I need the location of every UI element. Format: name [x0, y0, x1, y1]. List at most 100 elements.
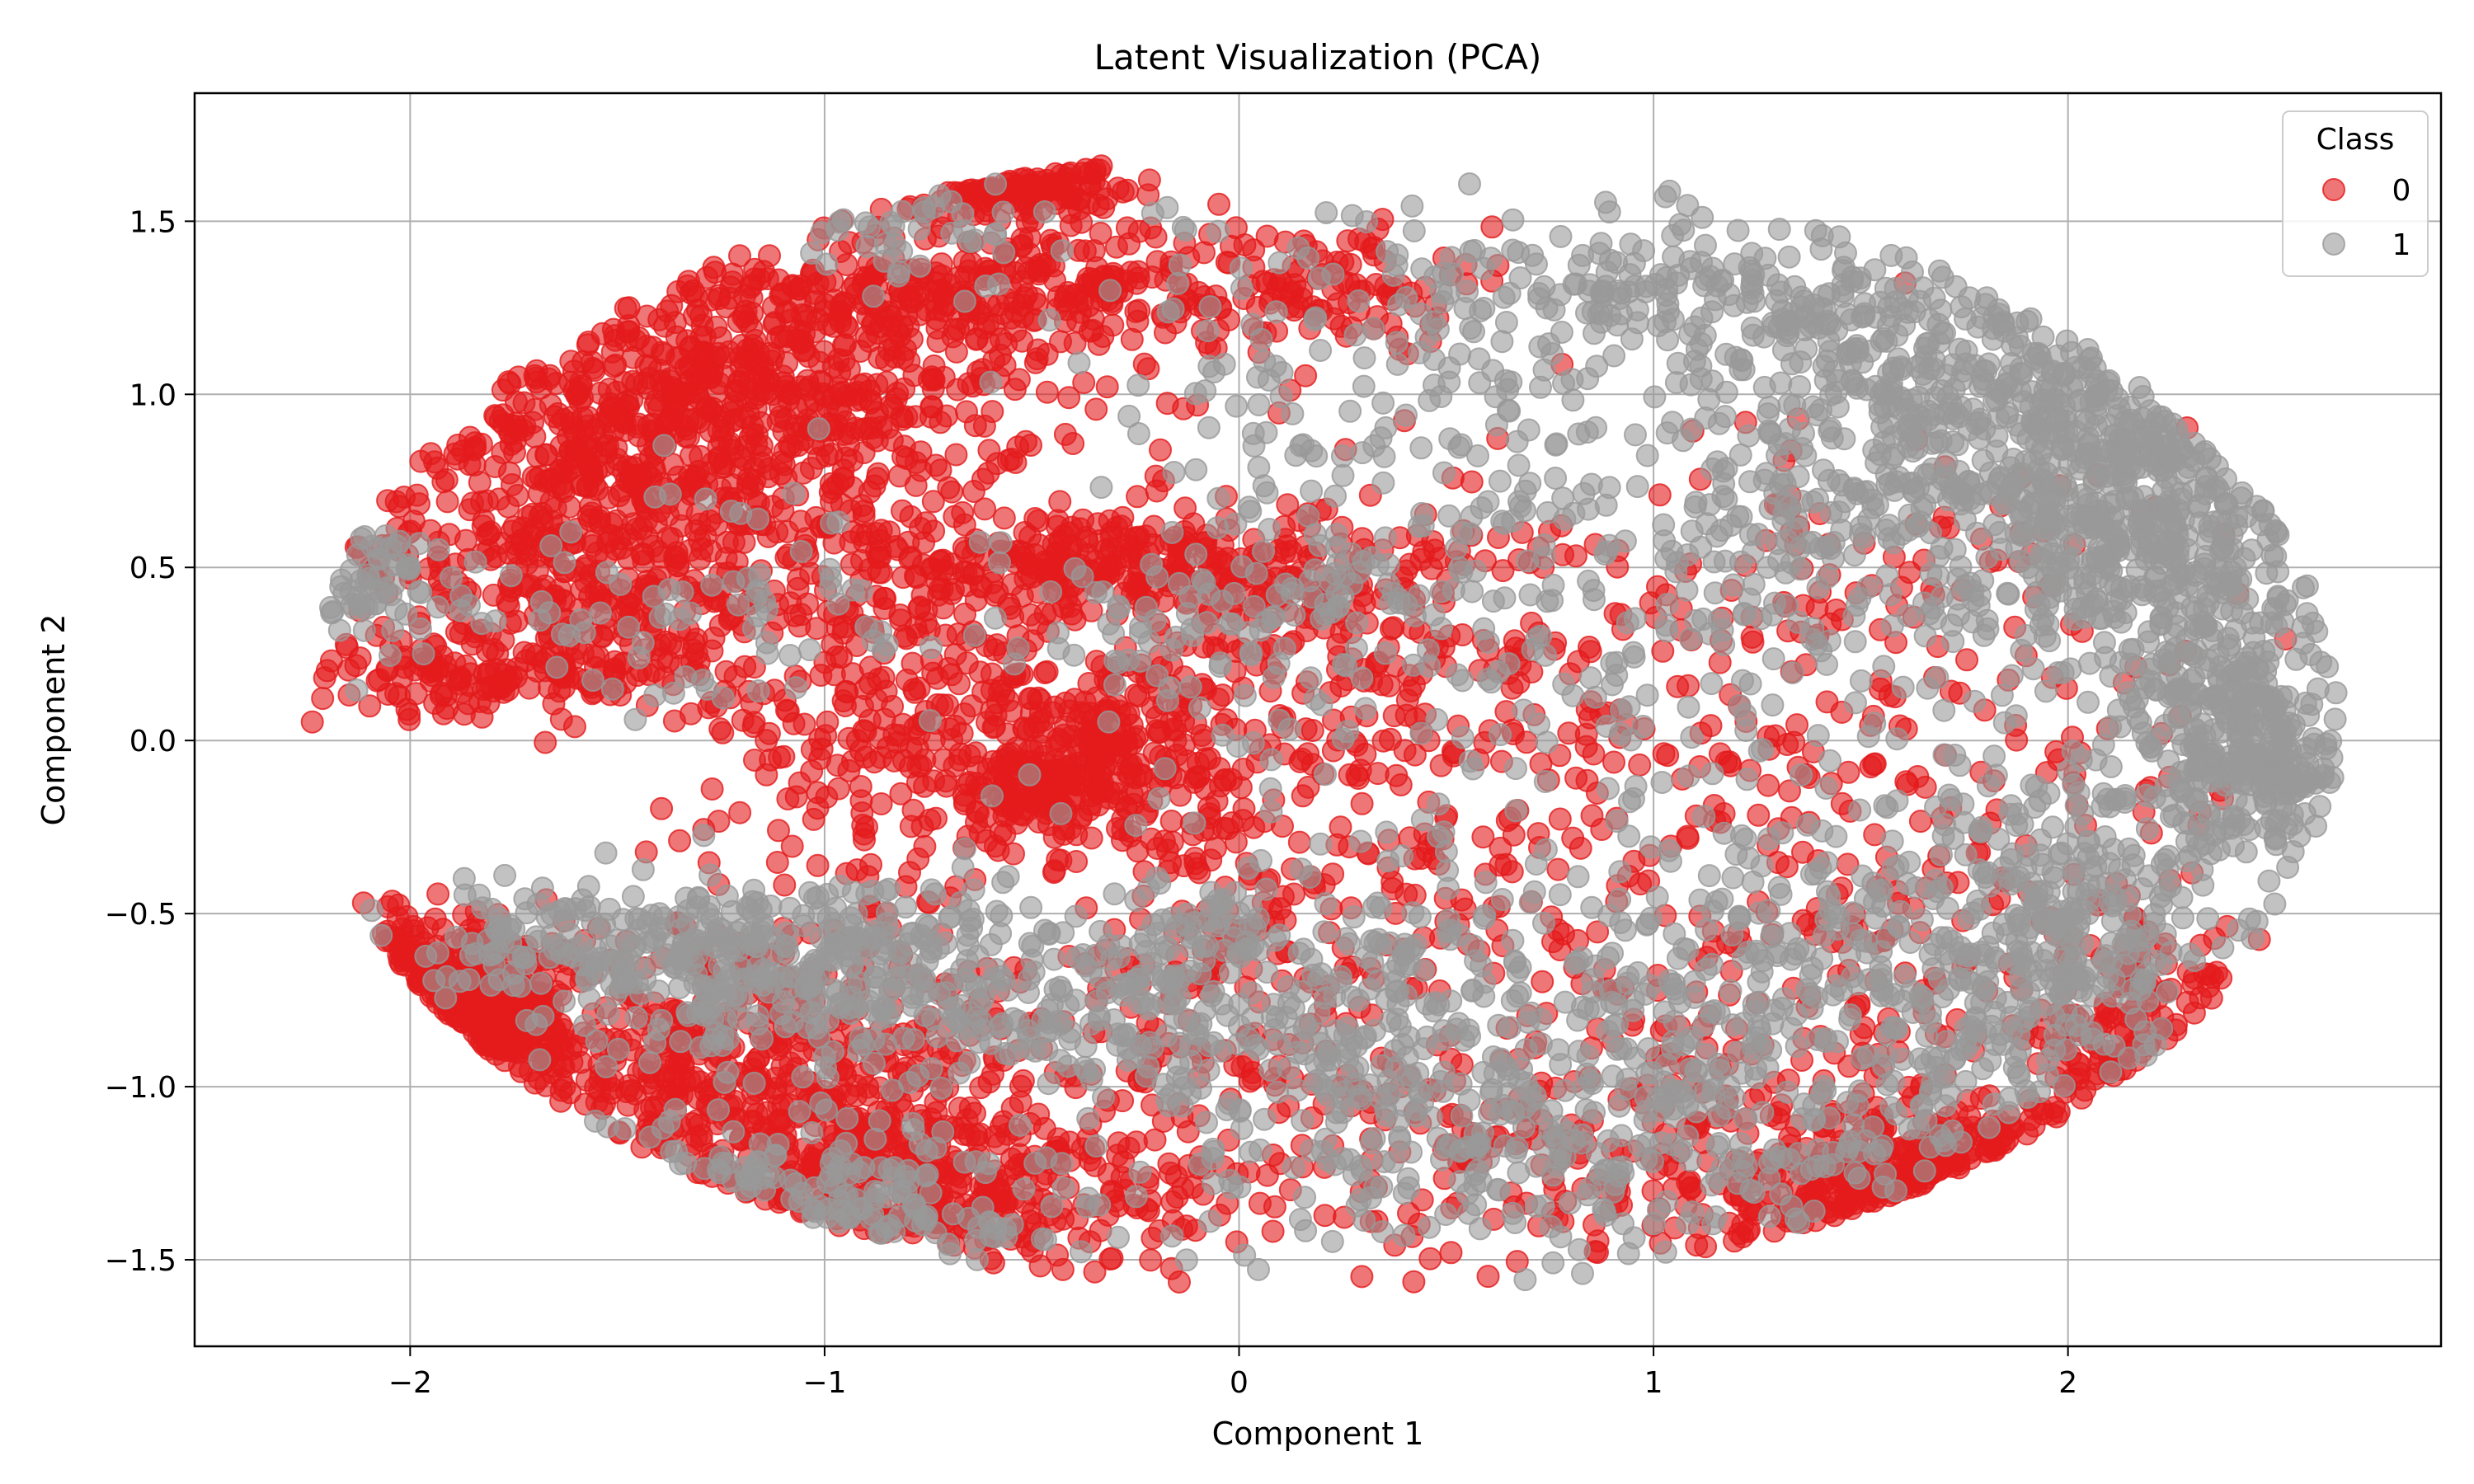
data-point-class-0 [886, 538, 910, 561]
data-point-class-0 [854, 677, 877, 701]
data-point-class-0 [488, 673, 512, 697]
data-point-class-0 [662, 709, 686, 733]
data-point-class-0 [1666, 674, 1690, 698]
data-point-class-0 [1087, 332, 1111, 356]
data-point-class-0 [683, 1066, 706, 1089]
data-point-class-0 [376, 683, 400, 706]
data-point-class-0 [788, 771, 811, 795]
data-point-class-0 [658, 369, 682, 392]
data-point-class-0 [960, 694, 984, 718]
data-point-class-0 [982, 349, 1006, 373]
data-point-class-0 [1350, 1265, 1374, 1289]
data-point-class-0 [393, 953, 417, 977]
data-point-class-0 [742, 711, 766, 735]
data-point-class-0 [943, 317, 967, 341]
data-point-class-0 [695, 342, 719, 366]
data-point-class-0 [1480, 215, 1504, 239]
data-point-class-0 [821, 632, 844, 656]
data-point-class-0 [878, 314, 902, 338]
data-point-class-0 [1377, 674, 1401, 697]
data-point-class-0 [975, 829, 999, 852]
data-point-class-0 [1651, 639, 1675, 663]
data-point-class-0 [1086, 512, 1110, 536]
data-point-class-0 [728, 801, 752, 824]
data-point-class-0 [574, 554, 598, 578]
data-point-class-0 [789, 1041, 813, 1065]
data-point-class-0 [733, 655, 757, 679]
data-point-class-0 [1371, 729, 1395, 753]
data-point-class-0 [806, 853, 830, 877]
data-point-class-0 [987, 1132, 1011, 1156]
data-point-class-0 [1336, 229, 1360, 253]
data-point-class-0 [844, 1084, 868, 1108]
data-point-class-0 [889, 782, 913, 805]
data-point-class-0 [858, 480, 882, 504]
data-point-class-0 [748, 268, 772, 291]
data-point-class-0 [554, 967, 578, 991]
data-point-class-0 [674, 425, 698, 448]
data-point-class-0 [849, 340, 872, 363]
data-point-class-0 [1011, 1068, 1035, 1092]
data-point-class-0 [782, 711, 806, 735]
data-point-class-0 [496, 370, 520, 394]
data-point-class-0 [698, 509, 722, 533]
data-point-class-0 [549, 458, 573, 482]
data-point-class-0 [1060, 602, 1084, 626]
data-point-class-0 [576, 474, 600, 498]
data-point-class-0 [1648, 483, 1672, 507]
data-point-class-0 [821, 314, 845, 338]
data-point-class-0 [865, 429, 889, 453]
data-point-class-0 [1084, 397, 1108, 421]
data-point-class-0 [632, 542, 656, 566]
data-point-class-0 [1155, 392, 1179, 416]
data-point-class-0 [913, 834, 937, 858]
data-point-class-0 [1109, 514, 1133, 538]
data-point-class-0 [1741, 630, 1765, 654]
data-point-class-0 [443, 442, 467, 466]
data-point-class-0 [1602, 750, 1625, 774]
data-point-class-0 [491, 403, 515, 427]
data-point-class-0 [1014, 256, 1037, 279]
data-point-class-0 [935, 404, 958, 428]
data-point-class-0 [444, 620, 468, 644]
data-point-class-0 [908, 303, 932, 326]
data-point-class-0 [1574, 735, 1598, 758]
data-points [300, 154, 2348, 1294]
data-point-class-0 [741, 415, 764, 438]
data-point-class-0 [1676, 826, 1700, 850]
data-point-class-0 [1190, 724, 1214, 747]
data-point-class-0 [604, 436, 628, 460]
data-point-class-0 [569, 1050, 593, 1074]
data-point-class-0 [708, 717, 732, 741]
data-point-class-0 [722, 530, 745, 554]
data-point-class-0 [964, 588, 988, 612]
data-point-class-0 [426, 882, 450, 906]
data-point-class-0 [686, 1087, 710, 1111]
data-point-class-0 [542, 692, 566, 716]
data-point-class-0 [578, 495, 602, 519]
data-point-class-0 [1092, 745, 1116, 769]
data-point-class-0 [681, 279, 705, 303]
data-point-class-0 [902, 678, 926, 702]
data-point-class-0 [1089, 154, 1113, 178]
data-point-class-0 [736, 472, 760, 495]
data-point-class-0 [1020, 565, 1044, 589]
data-point-class-0 [921, 367, 945, 391]
data-point-class-0 [636, 377, 660, 400]
data-point-class-0 [743, 749, 766, 772]
data-point-class-0 [474, 1014, 498, 1038]
data-point-class-0 [653, 412, 677, 436]
data-point-class-0 [875, 370, 899, 394]
data-point-class-0 [1042, 175, 1065, 199]
data-point-class-0 [454, 528, 477, 552]
data-point-class-0 [497, 461, 521, 485]
data-point-class-0 [950, 1116, 973, 1140]
data-point-class-0 [537, 367, 561, 391]
data-point-class-0 [955, 651, 979, 675]
data-point-class-0 [1580, 804, 1604, 828]
data-point-class-0 [1399, 679, 1423, 703]
data-point-class-0 [769, 284, 793, 308]
data-point-class-0 [1026, 338, 1050, 362]
data-point-class-0 [845, 729, 869, 753]
data-point-class-0 [1007, 174, 1031, 198]
